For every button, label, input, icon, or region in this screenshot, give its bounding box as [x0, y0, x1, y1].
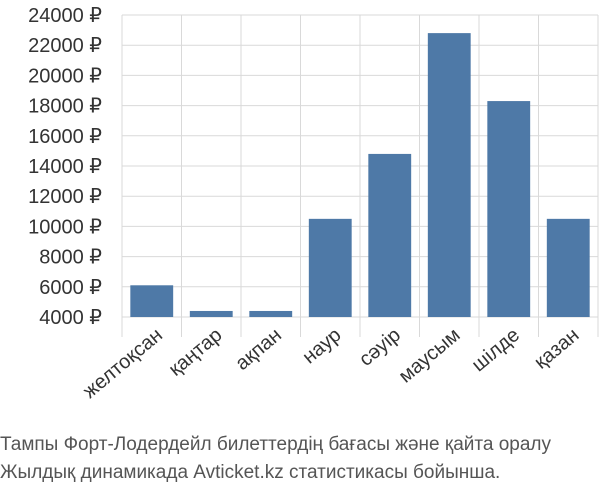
bar-0 [130, 285, 174, 317]
bar-7 [546, 218, 590, 317]
bar-3 [308, 218, 352, 317]
y-tick-label: 12000 ₽ [28, 186, 102, 208]
y-tick-label: 24000 ₽ [28, 5, 102, 27]
y-tick-label: 6000 ₽ [39, 277, 102, 299]
y-tick-label: 14000 ₽ [28, 156, 102, 178]
caption-line-1: Тампы Форт-Лодердейл билеттердің бағасы … [0, 434, 551, 455]
bar-4 [368, 153, 412, 317]
y-tick-label: 18000 ₽ [28, 96, 102, 118]
y-tick-label: 8000 ₽ [39, 247, 102, 269]
y-axis-ticks: 4000 ₽ 6000 ₽ 8000 ₽ 10000 ₽ 12000 ₽ 14000 ₽ 1… [28, 5, 102, 329]
x-tick-label: наур [299, 324, 346, 368]
x-tick-label: желтоқсан [79, 324, 167, 403]
bar-1 [189, 310, 233, 317]
x-tick-label: қаңтар [165, 324, 227, 381]
y-tick-label: 10000 ₽ [28, 216, 102, 238]
bar-6 [487, 101, 531, 317]
y-tick-label: 4000 ₽ [39, 307, 102, 329]
y-tick-label: 16000 ₽ [28, 126, 102, 148]
grid-lines [121, 14, 599, 337]
y-tick-label: 22000 ₽ [28, 35, 102, 57]
bar-5 [427, 33, 471, 318]
y-tick-label: 20000 ₽ [28, 65, 102, 87]
x-tick-label: маусым [395, 324, 465, 387]
x-tick-label: шілде [468, 324, 524, 376]
bar-chart: 4000 ₽ 6000 ₽ 8000 ₽ 10000 ₽ 12000 ₽ 14000 ₽ 1… [28, 5, 599, 403]
bars [130, 33, 590, 318]
x-tick-label: ақпан [231, 324, 286, 375]
x-tick-label: сәуір [355, 324, 405, 371]
bar-2 [249, 310, 293, 317]
caption-line-2: Жылдық динамикада Avticket.kz статистика… [0, 462, 501, 483]
